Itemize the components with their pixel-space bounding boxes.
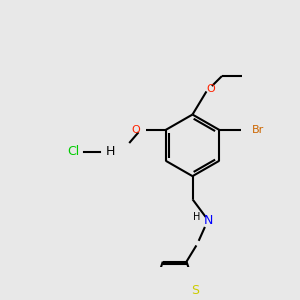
Text: O: O: [206, 84, 215, 94]
Text: O: O: [131, 125, 140, 135]
Text: Cl: Cl: [67, 145, 79, 158]
Text: H: H: [193, 212, 200, 222]
Text: S: S: [191, 284, 200, 297]
Text: N: N: [203, 214, 213, 227]
Text: Br: Br: [252, 125, 264, 135]
Text: H: H: [106, 145, 115, 158]
